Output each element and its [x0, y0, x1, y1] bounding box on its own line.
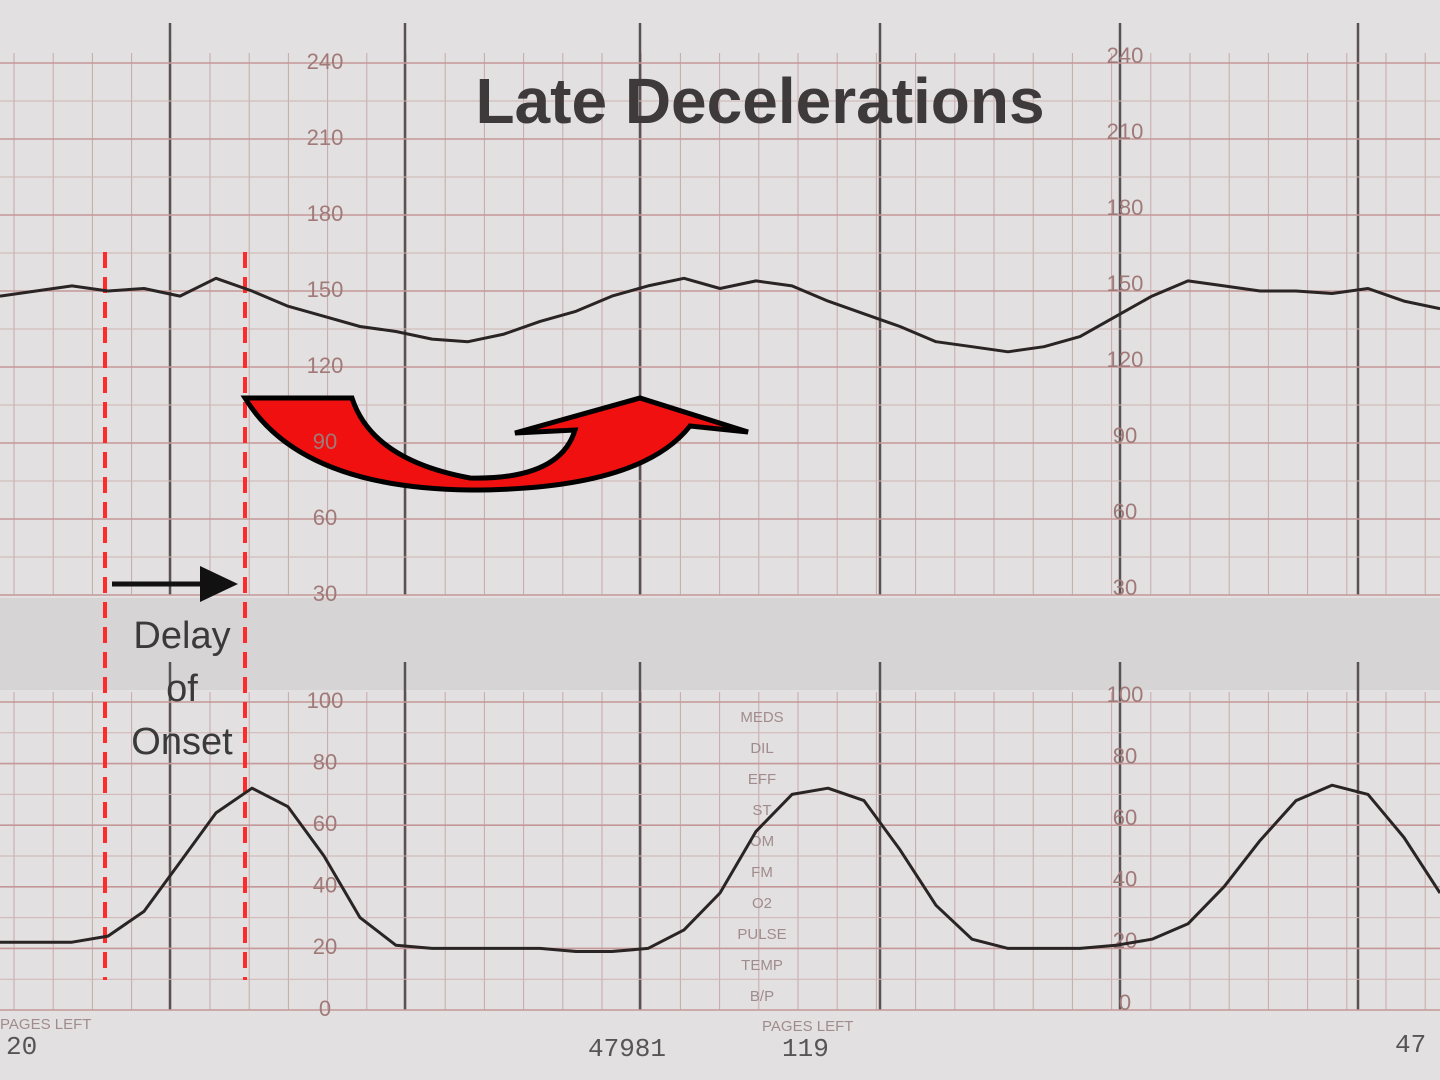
- y-tick-label: 210: [307, 125, 344, 150]
- annotation: of: [166, 668, 198, 710]
- y-tick-label: 20: [313, 934, 337, 959]
- annotation: Delay: [133, 615, 230, 657]
- y-tick-label: 60: [313, 811, 337, 836]
- footer-number: 47: [1395, 1030, 1426, 1060]
- marker-lines: [103, 252, 247, 980]
- annotation: Onset: [131, 721, 233, 763]
- y-tick-label: 120: [307, 353, 344, 378]
- fhr-trace: [0, 276, 1440, 354]
- panel-labels: MEDS DIL EFF ST OM FM O2 PULSE TEMP B/P: [737, 709, 786, 1005]
- grid: [0, 23, 1440, 1011]
- y-tick-label: 40: [313, 873, 337, 898]
- y-tick-label: 180: [307, 201, 344, 226]
- panel-label: O2: [752, 895, 772, 912]
- y-tick-label: 60: [313, 505, 337, 530]
- panel-label: DIL: [750, 740, 773, 757]
- y-tick-label: 240: [1107, 43, 1144, 68]
- y-tick-label: 180: [1107, 195, 1144, 220]
- y-tick-label: 120: [1107, 347, 1144, 372]
- y-tick-label: 80: [1113, 743, 1137, 768]
- y-tick-label: 80: [313, 749, 337, 774]
- panel-label: EFF: [748, 771, 776, 788]
- y-tick-label: 60: [1113, 499, 1137, 524]
- y-tick-label: 90: [1113, 423, 1137, 448]
- panel-label: PULSE: [737, 926, 786, 943]
- y-tick-label: 240: [307, 49, 344, 74]
- y-tick-label: 40: [1113, 867, 1137, 892]
- y-tick-label: 60: [1113, 805, 1137, 830]
- footer-label: PAGES LEFT: [762, 1018, 853, 1035]
- delay-arrow: [112, 566, 238, 602]
- y-tick-label: 150: [307, 277, 344, 302]
- panel-label: OM: [750, 833, 774, 850]
- panel-label: B/P: [750, 988, 774, 1005]
- y-tick-label: 0: [1119, 990, 1131, 1015]
- panel-label: MEDS: [740, 709, 783, 726]
- y-tick-label: 30: [1113, 575, 1137, 600]
- panel-label: ST: [752, 802, 771, 819]
- curved-arrow: [240, 395, 749, 493]
- chart-title: Late Decelerations: [475, 65, 1044, 137]
- footer-label: PAGES LEFT: [0, 1016, 91, 1033]
- y-tick-label: 0: [319, 996, 331, 1021]
- y-tick-label: 100: [1107, 682, 1144, 707]
- uterine-trace: [0, 783, 1440, 953]
- y-tick-label: 100: [307, 688, 344, 713]
- gap-band: [0, 598, 1440, 690]
- footer-number: 20: [6, 1032, 37, 1062]
- y-tick-label: 90: [313, 429, 337, 454]
- footer-number: 47981: [588, 1034, 666, 1064]
- y-tick-label: 20: [1113, 928, 1137, 953]
- panel-label: FM: [751, 864, 773, 881]
- y-tick-label: 150: [1107, 271, 1144, 296]
- y-tick-label: 30: [313, 581, 337, 606]
- footer-number: 119: [782, 1034, 829, 1064]
- panel-label: TEMP: [741, 957, 783, 974]
- y-tick-label: 210: [1107, 119, 1144, 144]
